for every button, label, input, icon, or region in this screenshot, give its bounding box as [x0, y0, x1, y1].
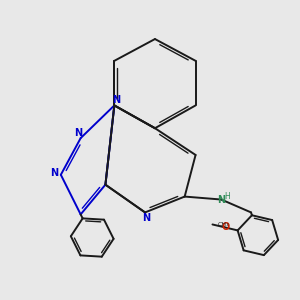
Text: N: N: [74, 128, 82, 138]
Text: O: O: [222, 222, 230, 232]
Text: N: N: [217, 194, 225, 205]
Text: CH₃: CH₃: [218, 222, 230, 227]
Text: N: N: [142, 213, 151, 223]
Text: H: H: [224, 192, 230, 201]
Text: N: N: [50, 168, 58, 178]
Text: N: N: [112, 95, 120, 105]
